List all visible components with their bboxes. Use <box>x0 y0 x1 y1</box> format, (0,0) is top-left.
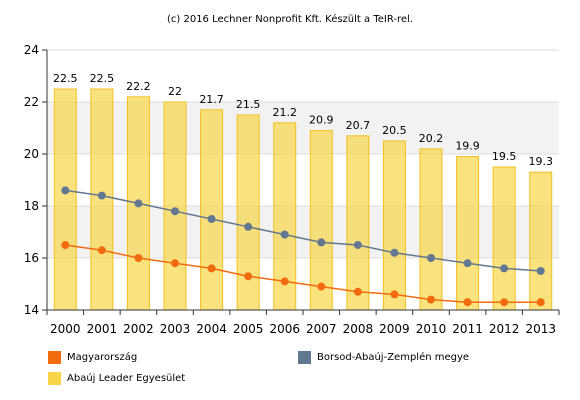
data-point <box>536 267 545 275</box>
x-tick-label: 2005 <box>233 322 264 336</box>
data-point <box>134 199 143 208</box>
data-point <box>353 287 362 296</box>
y-tick-label: 20 <box>24 147 39 161</box>
bar <box>163 101 187 311</box>
bar <box>382 140 406 311</box>
series-line <box>65 189 541 272</box>
data-point <box>390 290 399 299</box>
data-point <box>97 246 106 255</box>
plot-band <box>47 50 559 102</box>
legend-swatch <box>298 351 311 364</box>
axes <box>42 49 560 315</box>
data-point <box>463 259 472 268</box>
legend-label: Borsod-Abaúj-Zemplén megye <box>317 352 470 363</box>
x-tick-label: 2011 <box>452 322 483 336</box>
line-series <box>61 186 545 307</box>
bar-value-label: 19.9 <box>455 140 480 153</box>
x-tick-label: 2001 <box>87 322 118 336</box>
y-tick-label: 18 <box>24 199 39 213</box>
y-tick-label: 16 <box>24 251 39 265</box>
bar-data-labels: 22.5 22.5 22.2 22 21.7 21.5 21.2 20.9 20.7 20.5 20… <box>53 72 553 168</box>
x-tick-labels: 2000 2001 2002 2003 2004 2005 2006 2007 2008 2009… <box>50 322 556 336</box>
bar <box>53 88 77 311</box>
y-tick-labels: 14 16 18 20 22 24 <box>24 43 39 317</box>
bar-value-label: 21.7 <box>199 93 224 106</box>
bar <box>456 156 480 311</box>
legend-item-magyarorszag: Magyarország <box>48 351 137 364</box>
data-point <box>207 215 216 223</box>
legend-swatch <box>48 351 61 364</box>
x-tick-label: 2003 <box>160 322 191 336</box>
bar-value-label: 20.7 <box>346 119 371 132</box>
data-point <box>317 282 326 291</box>
legend-label: Magyarország <box>67 352 138 363</box>
x-tick-label: 2007 <box>306 322 337 336</box>
data-point <box>171 259 179 268</box>
data-point <box>317 238 326 247</box>
legend-label: Abaúj Leader Egyesület <box>67 373 186 384</box>
x-tick-label: 2012 <box>489 322 520 336</box>
plot-band <box>47 102 559 154</box>
bar-value-label: 21.5 <box>236 98 261 111</box>
legend-item-borsod: Borsod-Abaúj-Zemplén megye <box>298 351 469 364</box>
data-point <box>134 254 143 262</box>
data-point <box>353 241 362 249</box>
bar-value-label: 20.5 <box>382 124 407 137</box>
x-tick-label: 2004 <box>196 322 227 336</box>
data-point <box>97 191 106 200</box>
x-tick-label: 2013 <box>525 322 556 336</box>
data-point <box>244 272 253 281</box>
bar <box>419 148 443 311</box>
data-point <box>207 264 216 273</box>
bar-value-label: 19.3 <box>528 155 553 168</box>
bar-value-label: 22.5 <box>53 72 78 85</box>
bar-value-label: 22 <box>168 85 182 98</box>
bar-value-label: 22.2 <box>126 80 151 93</box>
bar-value-label: 20.9 <box>309 114 334 127</box>
data-point <box>427 254 435 262</box>
bar <box>236 114 260 311</box>
x-tick-label: 2008 <box>343 322 374 336</box>
legend-item-abauj-leader: Abaúj Leader Egyesület <box>48 372 185 385</box>
x-tick-label: 2009 <box>379 322 410 336</box>
data-point <box>61 241 70 249</box>
data-point <box>463 298 472 307</box>
x-tick-label: 2002 <box>123 322 154 336</box>
x-tick-label: 2000 <box>50 322 81 336</box>
bar <box>529 171 553 311</box>
x-tick-label: 2010 <box>416 322 447 336</box>
data-point <box>536 298 545 307</box>
series-line <box>65 244 541 303</box>
bar-value-label: 19.5 <box>492 150 517 163</box>
data-point <box>171 207 179 216</box>
data-point <box>244 222 253 231</box>
data-point <box>61 186 70 195</box>
bar <box>200 109 224 311</box>
plot-band <box>47 206 559 258</box>
plot-bands <box>47 50 559 310</box>
x-tick-label: 2006 <box>269 322 300 336</box>
data-point <box>280 230 289 239</box>
data-point <box>500 264 509 273</box>
chart-credit: (c) 2016 Lechner Nonprofit Kft. Készült … <box>166 14 413 25</box>
bar <box>492 166 516 311</box>
data-point <box>390 248 399 257</box>
y-tick-label: 24 <box>24 43 39 57</box>
plot-band <box>47 154 559 206</box>
bar-value-label: 20.2 <box>419 132 444 145</box>
y-tick-label: 14 <box>24 303 39 317</box>
legend-swatch <box>48 372 61 385</box>
bar <box>346 135 370 311</box>
y-tick-label: 22 <box>24 95 39 109</box>
bar-value-label: 21.2 <box>272 106 297 119</box>
bar-value-label: 22.5 <box>90 72 115 85</box>
data-point <box>500 298 509 307</box>
data-point <box>280 277 289 286</box>
data-point <box>427 295 435 304</box>
